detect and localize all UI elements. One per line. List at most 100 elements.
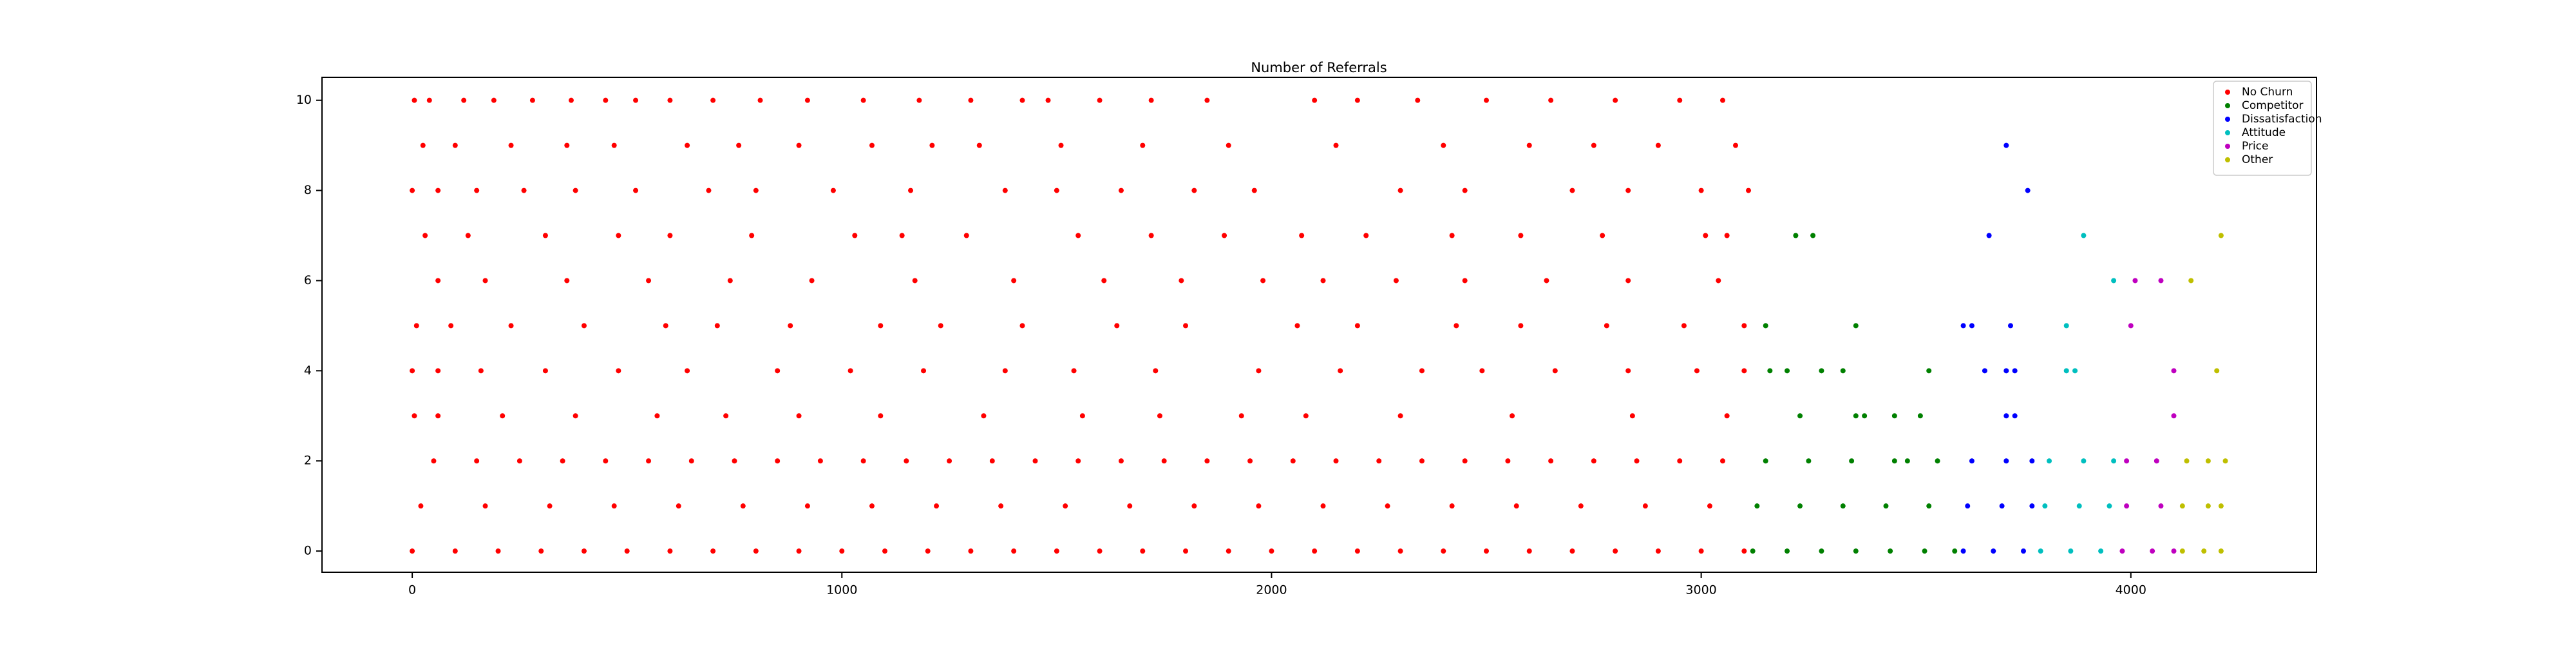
point bbox=[1982, 368, 1987, 374]
point bbox=[547, 503, 553, 509]
point bbox=[908, 188, 914, 193]
point bbox=[1544, 278, 1549, 284]
point bbox=[412, 97, 417, 103]
point bbox=[1002, 368, 1008, 374]
point bbox=[2158, 503, 2164, 509]
point bbox=[1840, 503, 1846, 509]
point bbox=[882, 548, 887, 554]
point bbox=[1763, 323, 1768, 329]
point bbox=[1891, 458, 1897, 464]
point bbox=[1526, 142, 1532, 148]
point bbox=[2201, 548, 2207, 554]
point bbox=[1127, 503, 1133, 509]
point bbox=[2012, 368, 2018, 374]
point bbox=[775, 368, 781, 374]
point bbox=[2128, 323, 2134, 329]
legend-box bbox=[2213, 81, 2312, 176]
point bbox=[581, 548, 587, 554]
point bbox=[676, 503, 681, 509]
point bbox=[1840, 368, 1846, 374]
point bbox=[2029, 458, 2035, 464]
point bbox=[1114, 323, 1120, 329]
point bbox=[1600, 233, 1605, 238]
point bbox=[1101, 278, 1107, 284]
point bbox=[1338, 368, 1343, 374]
point bbox=[809, 278, 815, 284]
point bbox=[2025, 188, 2031, 193]
legend-marker bbox=[2225, 144, 2230, 149]
point bbox=[1251, 188, 1257, 193]
point bbox=[1741, 548, 1747, 554]
point bbox=[1393, 278, 1399, 284]
point bbox=[1140, 142, 1146, 148]
point bbox=[2012, 413, 2018, 419]
point bbox=[929, 142, 935, 148]
point bbox=[1312, 548, 1318, 554]
point bbox=[727, 278, 733, 284]
chart-title: Number of Referrals bbox=[1251, 60, 1387, 75]
point bbox=[474, 458, 480, 464]
point bbox=[1935, 458, 1940, 464]
point bbox=[1333, 458, 1339, 464]
point bbox=[508, 142, 514, 148]
point bbox=[1922, 548, 1927, 554]
point bbox=[1741, 368, 1747, 374]
point bbox=[1741, 323, 1747, 329]
point bbox=[516, 458, 522, 464]
point bbox=[976, 142, 982, 148]
point bbox=[435, 368, 441, 374]
point bbox=[852, 233, 858, 238]
point bbox=[2132, 278, 2138, 284]
point bbox=[1629, 413, 1635, 419]
point bbox=[706, 188, 712, 193]
legend-label: No Churn bbox=[2242, 86, 2293, 99]
point bbox=[573, 188, 578, 193]
point bbox=[1724, 413, 1730, 419]
point bbox=[1763, 458, 1768, 464]
point bbox=[934, 503, 940, 509]
point bbox=[2068, 548, 2074, 554]
point bbox=[1750, 548, 1756, 554]
point bbox=[1655, 548, 1661, 554]
point bbox=[1397, 413, 1403, 419]
point bbox=[1999, 503, 2005, 509]
point bbox=[1578, 503, 1584, 509]
point bbox=[788, 323, 793, 329]
point bbox=[418, 503, 424, 509]
point bbox=[1011, 278, 1017, 284]
point bbox=[1904, 458, 1910, 464]
point bbox=[736, 142, 742, 148]
point bbox=[1707, 503, 1712, 509]
point bbox=[646, 458, 652, 464]
point bbox=[1179, 278, 1184, 284]
point bbox=[968, 97, 974, 103]
y-tick-label: 8 bbox=[304, 183, 312, 197]
point bbox=[603, 458, 609, 464]
point bbox=[1075, 458, 1081, 464]
point bbox=[654, 413, 660, 419]
legend-label: Competitor bbox=[2242, 99, 2304, 112]
point bbox=[947, 458, 952, 464]
point bbox=[2081, 233, 2087, 238]
point bbox=[1991, 548, 1996, 554]
point bbox=[1397, 548, 1403, 554]
y-tick-label: 0 bbox=[304, 544, 312, 558]
point bbox=[817, 458, 823, 464]
point bbox=[989, 458, 995, 464]
point bbox=[2003, 458, 2009, 464]
point bbox=[611, 142, 617, 148]
point bbox=[1045, 97, 1051, 103]
point bbox=[1917, 413, 1923, 419]
point bbox=[796, 142, 802, 148]
point bbox=[500, 413, 506, 419]
point bbox=[2205, 503, 2211, 509]
point bbox=[2179, 548, 2185, 554]
point bbox=[1969, 323, 1975, 329]
legend-label: Attitude bbox=[2242, 126, 2286, 139]
point bbox=[878, 413, 884, 419]
legend-marker bbox=[2225, 130, 2230, 135]
point bbox=[1058, 142, 1064, 148]
point bbox=[1960, 323, 1966, 329]
point bbox=[710, 97, 716, 103]
